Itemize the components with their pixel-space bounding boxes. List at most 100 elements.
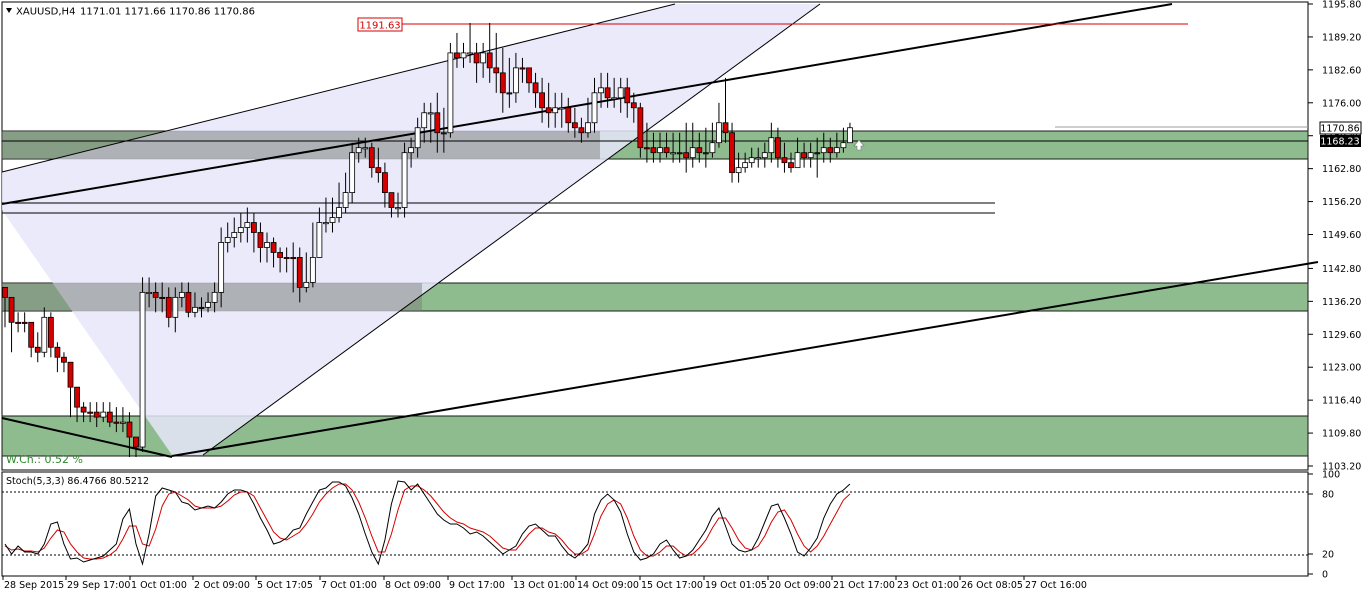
arrow-up-icon bbox=[853, 139, 865, 151]
bull-candle bbox=[689, 147, 696, 159]
bull-candle bbox=[172, 296, 179, 318]
price-tick-label: 1156.20 bbox=[1322, 197, 1361, 208]
price-tick-label: 1129.60 bbox=[1322, 330, 1361, 341]
price-axis[interactable]: 1195.801189.201182.601176.001169.401162.… bbox=[1308, 0, 1361, 473]
bear-candle bbox=[34, 346, 41, 353]
ohlc-header-values: 1171.01 1171.66 1170.86 1170.86 bbox=[80, 7, 255, 18]
stoch-main-line bbox=[4, 480, 851, 566]
time-tick-label: 13 Oct 01:00 bbox=[513, 580, 575, 591]
bear-candle bbox=[788, 162, 794, 169]
time-tick-label: 26 Oct 08:05 bbox=[961, 580, 1023, 591]
stoch-tick-label: 20 bbox=[1322, 550, 1334, 561]
bear-candle bbox=[729, 132, 735, 174]
bear-candle bbox=[683, 152, 690, 159]
bear-candle bbox=[381, 172, 388, 193]
channel-upper-line[interactable] bbox=[1, 3, 676, 173]
bear-candle bbox=[454, 52, 460, 59]
price-tick-label: 1176.00 bbox=[1322, 98, 1361, 109]
bull-candle bbox=[716, 122, 722, 144]
bull-candle bbox=[768, 137, 775, 154]
bull-candle bbox=[709, 142, 716, 154]
bull-candle bbox=[833, 147, 840, 154]
bull-candle bbox=[755, 157, 762, 160]
bull-candle bbox=[408, 147, 415, 154]
bull-candle bbox=[139, 291, 146, 448]
overlap-shaded-area-upper bbox=[2, 131, 600, 159]
bear-candle bbox=[473, 52, 480, 64]
bear-candle bbox=[152, 291, 159, 298]
price-tick-label: 1109.80 bbox=[1322, 429, 1361, 440]
bear-candle bbox=[539, 92, 545, 109]
trendline-upper-bold[interactable] bbox=[1, 3, 1173, 205]
channel-shaded-area bbox=[2, 4, 820, 455]
time-tick-label: 23 Oct 01:00 bbox=[897, 580, 959, 591]
bull-candle bbox=[349, 152, 356, 193]
bull-candle bbox=[617, 87, 624, 99]
bear-candle bbox=[526, 67, 532, 84]
bear-candle bbox=[126, 421, 133, 438]
bear-candle bbox=[375, 167, 382, 174]
bear-candle bbox=[106, 411, 113, 423]
bear-candle bbox=[47, 316, 54, 348]
bull-candle bbox=[460, 52, 467, 59]
bear-candle bbox=[8, 296, 15, 323]
stoch-tick-label: 100 bbox=[1322, 470, 1340, 481]
bull-candle bbox=[192, 306, 198, 313]
bear-candle bbox=[277, 252, 284, 258]
bear-candle bbox=[74, 386, 80, 408]
bear-candle bbox=[198, 306, 205, 309]
bear-candle bbox=[250, 222, 257, 233]
bear-candle bbox=[565, 107, 572, 124]
trendline-lower-bold[interactable] bbox=[171, 261, 1319, 457]
bear-candle bbox=[624, 87, 631, 104]
bear-candle bbox=[54, 346, 61, 358]
bear-candle bbox=[493, 67, 500, 74]
stoch-indicator-label: Stoch(5,3,3) 86.4766 80.5212 bbox=[6, 476, 149, 487]
stoch-tick-label: 0 bbox=[1322, 570, 1328, 581]
bull-candle bbox=[355, 147, 362, 154]
time-tick-label: 8 Oct 09:00 bbox=[385, 580, 441, 591]
channel-lower-line[interactable] bbox=[202, 3, 821, 456]
trendline-left-down[interactable] bbox=[1, 417, 173, 458]
bull-candle bbox=[591, 92, 598, 124]
bull-candle bbox=[847, 127, 853, 144]
bear-candle bbox=[270, 242, 277, 253]
bear-candle bbox=[506, 92, 513, 95]
dropdown-icon[interactable] bbox=[6, 8, 12, 13]
time-axis[interactable]: 28 Sep 2015 29 Sep 17:00 1 Oct 01:00 2 Oct … bbox=[2, 576, 1087, 591]
bull-candle bbox=[447, 52, 454, 134]
bull-candle bbox=[414, 127, 421, 149]
bear-candle bbox=[28, 321, 35, 348]
resistance-label: 1191.63 bbox=[359, 21, 400, 32]
bear-candle bbox=[2, 286, 8, 298]
stoch-tick-label: 80 bbox=[1322, 490, 1334, 501]
bull-candle bbox=[211, 291, 218, 303]
bear-candle bbox=[532, 82, 539, 94]
price-tick-label: 1103.20 bbox=[1322, 462, 1361, 473]
price-tick-label: 1189.20 bbox=[1322, 32, 1361, 43]
bear-candle bbox=[519, 67, 526, 70]
price-tick-label: 1149.60 bbox=[1322, 230, 1361, 241]
bear-candle bbox=[80, 406, 87, 413]
bull-candle bbox=[178, 291, 185, 298]
bear-candle bbox=[696, 147, 703, 154]
bull-candle bbox=[840, 142, 847, 149]
bear-candle bbox=[650, 147, 657, 154]
bull-candle bbox=[585, 122, 591, 134]
resistance-label-box bbox=[357, 17, 403, 32]
time-tick-label: 28 Sep 2015 bbox=[4, 580, 64, 591]
bear-candle bbox=[775, 137, 781, 159]
symbol-timeframe-label: XAUUSD,H4 bbox=[16, 7, 75, 18]
bear-candle bbox=[604, 87, 611, 99]
time-tick-label: 20 Oct 09:00 bbox=[769, 580, 831, 591]
time-tick-label: 9 Oct 17:00 bbox=[449, 580, 505, 591]
bear-candle bbox=[296, 257, 303, 288]
bear-candle bbox=[21, 321, 28, 324]
price-tick-label: 1116.40 bbox=[1322, 396, 1361, 407]
price-tick-label: 1123.00 bbox=[1322, 363, 1361, 374]
stoch-panel-background bbox=[1, 471, 1309, 577]
bear-candle bbox=[486, 52, 493, 69]
current-price-label: 1170.86 bbox=[1320, 124, 1359, 135]
